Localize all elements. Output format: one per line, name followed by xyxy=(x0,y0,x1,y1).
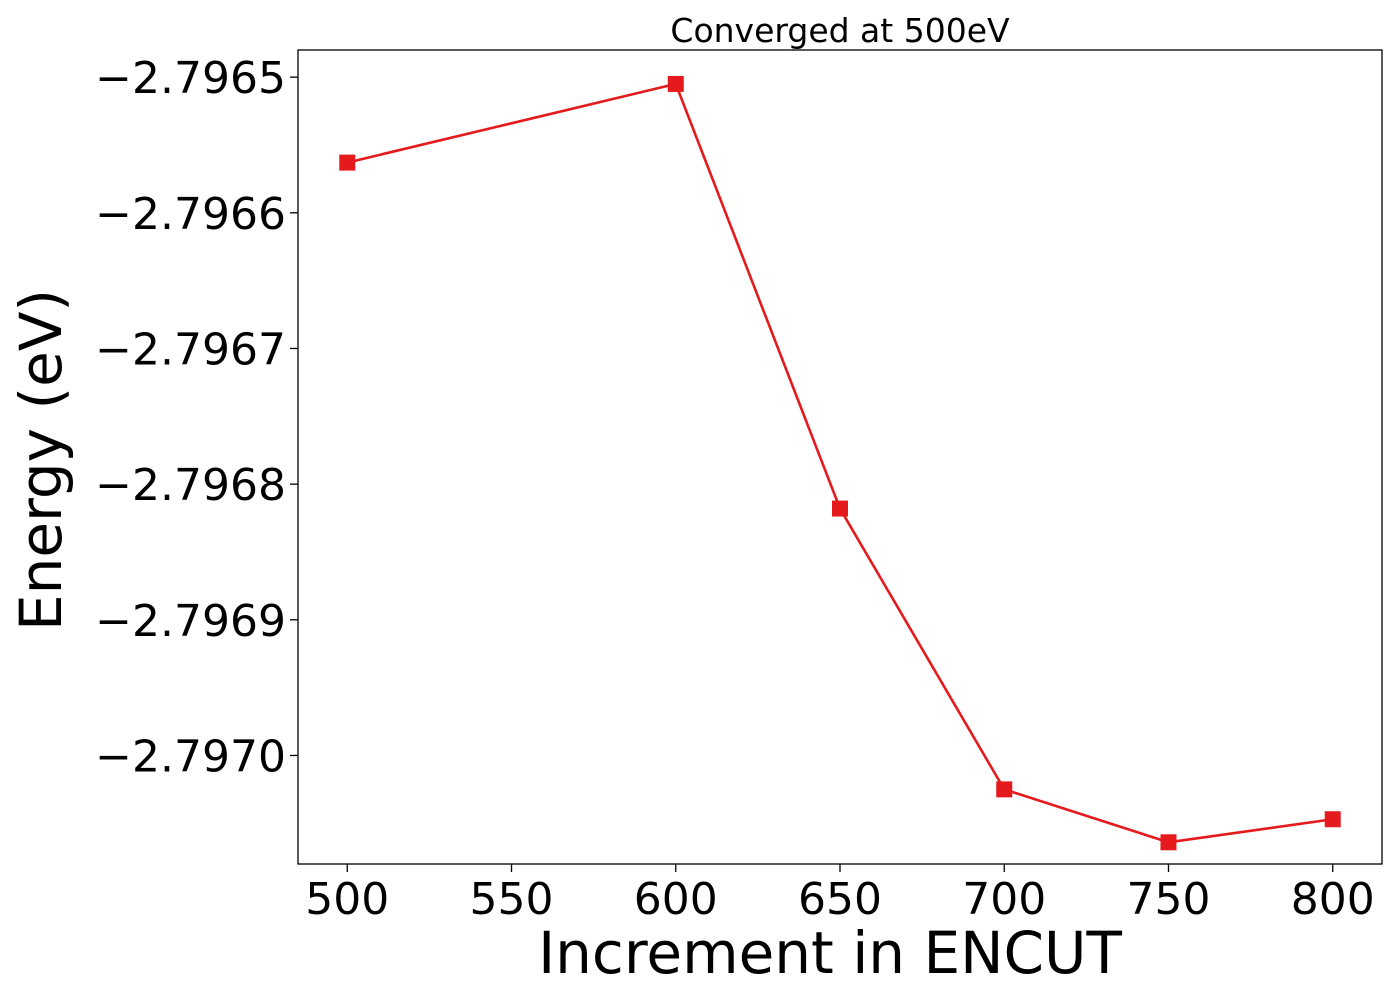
plot-area-frame xyxy=(297,49,1383,865)
x-axis: 500 550 600 650 700 750 800 xyxy=(305,864,1375,925)
x-tick-label: 550 xyxy=(470,874,554,925)
series-line xyxy=(346,82,1333,844)
x-tick-label: 650 xyxy=(798,874,882,925)
y-axis: −2.7965 −2.7966 −2.7967 −2.7968 −2.7969 −2.79… xyxy=(95,53,298,782)
y-tick-label: −2.7970 xyxy=(95,731,286,782)
data-point-marker xyxy=(832,500,848,517)
y-tick-label: −2.7966 xyxy=(95,189,286,240)
data-point-marker xyxy=(667,75,684,92)
chart-title: Converged at 500eV xyxy=(670,11,1010,50)
x-tick-label: 750 xyxy=(1126,874,1210,925)
y-tick-label: −2.7968 xyxy=(95,460,286,511)
series-layer xyxy=(339,75,1341,851)
x-tick-label: 700 xyxy=(962,874,1046,925)
data-point-marker xyxy=(996,781,1013,798)
data-point-marker xyxy=(1160,834,1177,851)
x-tick-label: 500 xyxy=(305,874,389,925)
y-tick-label: −2.7969 xyxy=(95,596,286,647)
x-axis-label: Increment in ENCUT xyxy=(538,919,1122,987)
y-tick-label: −2.7965 xyxy=(95,53,286,104)
y-axis-label: Energy (eV) xyxy=(7,289,75,631)
x-tick-label: 800 xyxy=(1291,874,1375,925)
data-point-marker xyxy=(339,154,356,171)
x-tick-label: 600 xyxy=(634,874,718,925)
y-tick-label: −2.7967 xyxy=(95,324,286,375)
data-point-marker xyxy=(1324,811,1341,828)
